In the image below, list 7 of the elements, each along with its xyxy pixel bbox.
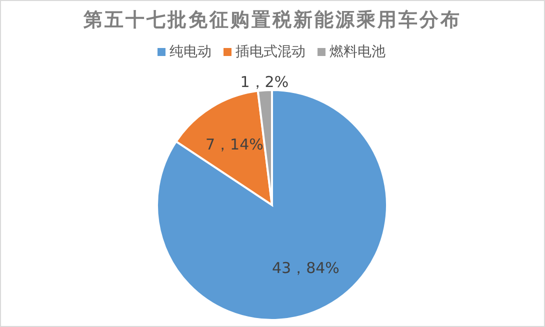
data-label: 1，2% <box>240 73 289 92</box>
legend-label: 插电式混动 <box>236 44 306 60</box>
legend-label: 纯电动 <box>170 44 212 60</box>
chart-title: 第五十七批免征购置税新能源乘用车分布 <box>82 9 462 31</box>
legend-label: 燃料电池 <box>330 44 386 60</box>
data-label: 43，84% <box>272 258 340 277</box>
data-label: 7，14% <box>206 135 264 154</box>
